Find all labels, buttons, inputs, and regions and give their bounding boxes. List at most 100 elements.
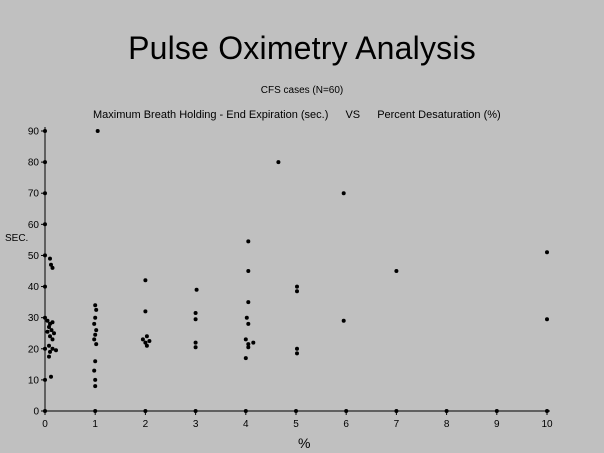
data-point [92,368,97,373]
data-point [193,340,198,345]
data-point [144,343,149,348]
data-point [193,311,198,315]
data-point [49,374,53,379]
data-point [93,332,98,337]
data-point [93,315,98,320]
caption-left: Maximum Breath Holding - End Expiration … [93,109,329,121]
x-tick-label: 10 [541,419,553,430]
x-tick-label: 7 [394,419,400,430]
data-point [49,328,54,333]
axes [44,127,550,412]
y-tick-label: 10 [28,375,40,386]
data-point [93,409,98,413]
y-tick-label: 80 [28,158,40,169]
data-point [394,269,399,273]
data-point [92,321,97,326]
data-point [140,337,145,342]
data-point [92,337,97,342]
data-point [295,289,299,294]
y-tick-label: 20 [28,344,40,355]
data-point [95,129,100,133]
data-point [50,346,55,351]
x-tick-label: 1 [92,419,98,430]
data-point [94,342,99,347]
y-tick-label: 60 [28,220,40,231]
data-point [251,340,256,345]
data-point [444,409,449,413]
data-point [494,409,499,413]
data-point [295,284,299,289]
data-point [341,191,346,196]
data-point [143,309,148,314]
data-point [143,340,148,345]
data-point [246,239,251,244]
data-point [43,409,47,413]
data-point [43,253,47,258]
data-point [48,256,52,261]
chart-caption: Maximum Breath Holding - End Expiration … [93,109,501,121]
data-point [93,384,98,389]
data-point [49,262,53,267]
data-point [50,337,55,342]
x-tick-label: 0 [42,419,48,430]
data-point [246,345,251,350]
data-point [144,334,149,339]
data-point [50,320,55,325]
data-point [344,409,349,413]
y-axis-label: SEC. [5,233,29,244]
data-point [43,160,47,165]
data-point [246,321,251,326]
y-tick-label: 90 [28,127,40,138]
data-point [93,359,98,364]
data-point [394,409,399,413]
data-point [243,409,248,413]
data-point [43,129,47,133]
data-point [43,377,47,382]
data-point [52,331,56,336]
data-point [48,334,52,339]
x-tick-label: 5 [293,419,299,430]
y-tick-label: 30 [28,313,40,324]
data-point [193,317,198,322]
data-point [143,278,148,283]
data-point [43,222,47,227]
data-point [45,318,50,323]
data-point [93,377,98,382]
data-point [243,356,248,361]
data-point [295,346,299,351]
data-point [246,300,251,305]
data-point [50,265,55,270]
data-point [276,160,281,165]
data-point [45,329,50,334]
caption-vs: VS [345,109,361,121]
x-axis-label: % [298,435,311,451]
data-point [43,284,47,289]
x-tick-label: 8 [444,419,450,430]
data-point [47,343,51,348]
x-tick-label: 4 [243,419,249,430]
data-point [341,318,346,323]
data-point [94,328,99,333]
data-point [243,337,248,342]
data-point [194,287,199,292]
data-point [246,342,251,347]
data-point [47,354,51,359]
data-point [545,409,549,413]
x-tick-label: 3 [193,419,199,430]
x-tick-label: 6 [343,419,349,430]
y-tick-label: 0 [33,407,39,418]
data-point [43,191,47,196]
data-point [246,269,251,273]
y-tick-label: 50 [28,251,40,262]
data-point [193,345,198,350]
data-point [54,348,58,353]
data-point [193,409,198,413]
data-point [545,317,549,322]
data-point [295,351,299,356]
caption-right: Percent Desaturation (%) [377,109,501,121]
data-point [294,409,298,413]
data-point [43,315,47,320]
data-point [244,315,249,320]
